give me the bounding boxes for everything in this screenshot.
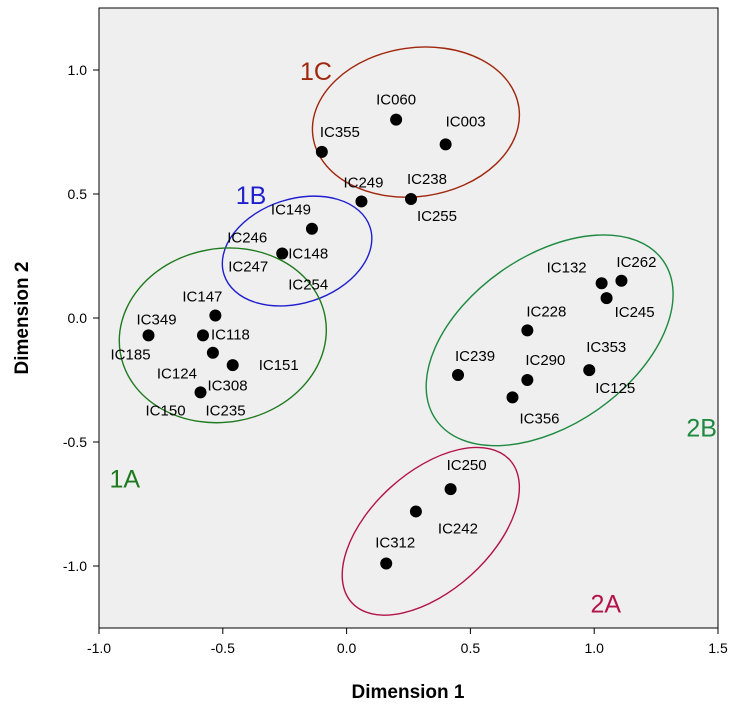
y-tick-label: 0.5: [68, 186, 88, 202]
data-point: [521, 374, 534, 386]
plot-background: [99, 8, 718, 628]
point-label: IC353: [586, 339, 626, 356]
x-tick-label: -0.5: [211, 640, 235, 656]
point-label: IC124: [157, 366, 197, 383]
cluster-ellipse: [425, 234, 674, 447]
data-point: [196, 329, 209, 342]
point-label: IC355: [320, 124, 360, 141]
point-label: IC228: [526, 303, 566, 320]
point-label: IC151: [259, 357, 299, 374]
data-point: [615, 274, 628, 287]
y-tick-label: 0.0: [68, 310, 88, 326]
cluster-label: 2A: [590, 590, 621, 618]
data-point: [444, 483, 457, 496]
data-point: [583, 364, 596, 377]
point-label: IC246: [227, 230, 267, 247]
x-axis: -1.0 -0.5 0.0 0.5 1.0 1.5: [87, 628, 728, 656]
data-point: [315, 145, 328, 158]
point-label: IC147: [182, 289, 222, 306]
y-axis: -1.0 -0.5 0.0 0.5 1.0: [63, 62, 99, 574]
point-label: IC349: [137, 311, 177, 328]
data-point: [600, 292, 613, 305]
point-label: IC132: [547, 259, 587, 276]
point-label: IC242: [438, 520, 478, 537]
data-point: [305, 222, 318, 235]
point-label: IC238: [407, 171, 447, 188]
point-label: IC149: [271, 202, 311, 219]
data-point: [226, 359, 239, 372]
x-tick-label: 1.5: [708, 640, 728, 656]
point-label: IC148: [288, 246, 328, 263]
cluster-ellipse: [221, 195, 373, 307]
data-point: [390, 113, 403, 126]
point-label: IC290: [525, 352, 565, 369]
data-point: [595, 277, 608, 290]
point-label: IC262: [616, 254, 656, 271]
point-label: IC308: [208, 377, 248, 394]
cluster-label: 1B: [236, 182, 267, 210]
data-point: [506, 391, 519, 404]
data-point: [380, 557, 393, 570]
data-point: [439, 138, 452, 151]
point-label: IC118: [211, 326, 250, 343]
data-point: [521, 324, 534, 337]
point-label: IC249: [343, 174, 383, 191]
point-label: IC255: [417, 208, 457, 225]
y-tick-label: -0.5: [63, 434, 87, 450]
data-point: [194, 386, 207, 399]
point-label: IC356: [519, 410, 559, 427]
point-label: IC239: [455, 348, 495, 365]
y-tick-label: 1.0: [68, 62, 88, 78]
cluster-ellipse: [341, 446, 521, 616]
point-label: IC245: [615, 304, 655, 321]
cluster-ellipses: 1C 1B 1A 2B 2A: [110, 46, 717, 618]
data-point: [206, 346, 219, 359]
point-label: IC150: [146, 402, 186, 419]
cluster-ellipse: [311, 46, 521, 198]
point-label: IC254: [288, 277, 328, 294]
y-axis-title: Dimension 2: [12, 262, 33, 375]
cluster-label: 1A: [110, 465, 141, 493]
point-label: IC060: [376, 92, 416, 109]
x-tick-label: 1.0: [584, 640, 604, 656]
data-point: [452, 369, 465, 382]
point-label: IC250: [447, 457, 487, 474]
data-point: [404, 192, 417, 205]
cluster-label: 2B: [686, 414, 717, 442]
y-tick-label: -1.0: [63, 558, 87, 574]
x-axis-title: Dimension 1: [352, 682, 465, 703]
point-label: IC312: [375, 535, 415, 552]
cluster-ellipse: [118, 247, 328, 424]
data-points: IC060 IC003 IC355 IC249 IC238 IC255 IC149IC246…: [111, 92, 656, 570]
data-point: [276, 247, 289, 260]
data-point: [355, 195, 368, 208]
cluster-label: 1C: [300, 58, 332, 86]
data-point: [142, 329, 155, 342]
point-label: IC125: [595, 380, 635, 397]
x-tick-label: -1.0: [87, 640, 111, 656]
point-label: IC185: [111, 346, 151, 363]
point-label: IC235: [206, 402, 246, 419]
data-point: [409, 505, 422, 518]
point-label: IC247: [228, 259, 268, 276]
data-point: [209, 309, 222, 322]
point-label: IC003: [446, 113, 486, 130]
x-tick-label: 0.5: [461, 640, 481, 656]
x-tick-label: 0.0: [337, 640, 357, 656]
